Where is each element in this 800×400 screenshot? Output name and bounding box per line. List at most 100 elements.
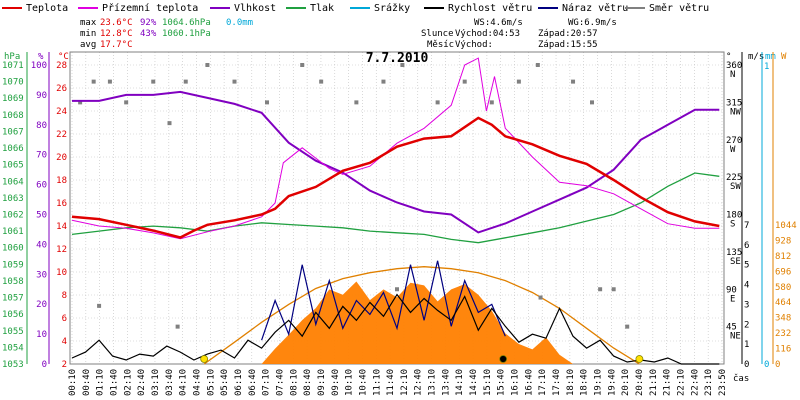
solar-tick-label: 348: [775, 314, 791, 324]
axis-unit-direction: °: [726, 52, 731, 62]
solar-tick-label: 464: [775, 298, 791, 308]
pressure-tick-label: 1063: [2, 194, 24, 204]
wind-tick-label: 5: [744, 261, 749, 271]
x-tick-label: 19:40: [607, 369, 617, 396]
humidity-tick-label: 100: [31, 61, 47, 71]
x-tick-label: 10:10: [345, 369, 355, 396]
solar-tick-label: 696: [775, 267, 791, 277]
series-layer: [71, 57, 720, 365]
pressure-tick-label: 1068: [2, 111, 24, 121]
markers-layer: [200, 355, 644, 363]
marker-sunrise: [200, 355, 209, 363]
pressure-tick-label: 1053: [2, 360, 24, 370]
x-tick-label: 21:40: [663, 369, 673, 396]
legend-item-pressure: Tlak: [286, 3, 334, 14]
temperature-tick-label: 2: [62, 360, 67, 370]
x-tick-label: 18:40: [580, 369, 590, 396]
solar-tick-label: 0: [775, 360, 780, 370]
direction-tick-label: 45: [726, 323, 737, 333]
pressure-tick-label: 1062: [2, 211, 24, 221]
x-tick-label: 16:10: [511, 369, 521, 396]
wind-direction-point: [381, 79, 386, 84]
x-tick-label: 17:40: [552, 369, 562, 396]
axis-ticks: 00:10 00:40 01:10 01:40 02:10 02:40 03:10 03:40…: [2, 61, 797, 396]
stat-wind-gust: WG:6.9m/s: [568, 18, 617, 28]
wind-direction-point: [535, 63, 540, 67]
stat-max-label: max: [80, 18, 97, 28]
x-tick-label: 13:10: [428, 369, 438, 396]
wind-direction-point: [319, 79, 324, 84]
stat-max-pressure: 1064.6hPa: [162, 18, 211, 28]
series-solar-area: [261, 281, 573, 364]
wind-direction-point: [395, 287, 399, 292]
x-tick-label: 06:10: [234, 369, 244, 396]
x-tick-label: 04:40: [192, 369, 202, 396]
wind-direction-point: [107, 79, 112, 84]
solar-tick-label: 928: [775, 236, 791, 246]
temperature-tick-label: 26: [56, 84, 67, 94]
legend-label-rain: Srážky: [374, 2, 410, 14]
wind-direction-point: [590, 100, 594, 105]
compass-tick-label: NE: [730, 332, 741, 342]
x-tick-label: 00:40: [82, 369, 92, 396]
stat-max-humidity: 92%: [140, 18, 157, 28]
x-tick-label: 13:40: [441, 369, 451, 396]
humidity-tick-label: 30: [36, 270, 47, 280]
stat-moonset: Západ:15:55: [538, 40, 598, 50]
direction-tick-label: 180: [726, 211, 742, 221]
stat-avg-label: avg: [80, 40, 96, 50]
humidity-tick-label: 70: [36, 151, 47, 161]
wind-direction-point: [435, 100, 440, 105]
wind-direction-point: [611, 287, 616, 292]
stat-max-temp: 23.6°C: [100, 18, 133, 28]
legend-label-wind-speed: Rychlost větru: [448, 2, 532, 14]
stat-sunrise: Východ:04:53: [455, 29, 520, 39]
wind-direction-point: [183, 79, 188, 84]
solar-tick-label: 580: [775, 283, 791, 293]
temperature-tick-label: 4: [62, 337, 67, 347]
legend-label-pressure: Tlak: [310, 3, 334, 14]
axis-unit-rain: mm: [765, 52, 776, 62]
compass-tick-label: S: [730, 220, 735, 230]
pressure-tick-label: 1061: [2, 227, 24, 237]
direction-tick-label: 315: [726, 98, 742, 108]
marker-sunset: [635, 355, 644, 363]
legend-item-humidity: Vlhkost: [210, 3, 276, 14]
wind-direction-point: [571, 79, 576, 84]
x-tick-label: 14:40: [469, 369, 479, 396]
series-pressure: [71, 172, 720, 244]
x-tick-label: 12:40: [414, 369, 424, 396]
stat-wind-speed: WS:4.6m/s: [474, 18, 523, 28]
wind-direction-point: [205, 63, 210, 67]
pressure-tick-label: 1070: [2, 78, 24, 88]
temperature-tick-label: 14: [56, 222, 67, 232]
compass-tick-label: SW: [730, 182, 741, 192]
wind-direction-point: [97, 303, 102, 308]
direction-tick-label: 270: [726, 136, 742, 146]
x-tick-label: 10:40: [358, 369, 368, 396]
pressure-tick-label: 1057: [2, 294, 24, 304]
humidity-tick-label: 60: [36, 181, 47, 191]
wind-direction-point: [598, 287, 603, 292]
wind-direction-point: [91, 79, 96, 84]
wind-direction-point: [354, 100, 359, 105]
x-tick-label: 07:10: [262, 369, 272, 396]
wind-direction-point: [265, 100, 269, 105]
stat-moon-label: Měsíc: [427, 40, 454, 50]
compass-tick-label: E: [730, 294, 735, 304]
temperature-tick-label: 6: [62, 314, 67, 324]
wind-tick-label: 6: [744, 241, 749, 251]
x-tick-label: 03:40: [165, 369, 175, 396]
x-tick-label: 03:10: [151, 369, 161, 396]
x-tick-label: 19:10: [594, 369, 604, 396]
pressure-tick-label: 1056: [2, 310, 24, 320]
compass-tick-label: SE: [730, 257, 741, 267]
humidity-tick-label: 0: [42, 360, 47, 370]
pressure-tick-label: 1071: [2, 61, 24, 71]
stat-sunset: Západ:20:57: [538, 29, 598, 39]
direction-tick-label: 135: [726, 248, 742, 258]
legend-label-wind-direction: Směr větru: [649, 2, 709, 14]
legend-label-apparent-temperature: Přízemní teplota: [102, 2, 198, 14]
pressure-tick-label: 1067: [2, 127, 24, 137]
